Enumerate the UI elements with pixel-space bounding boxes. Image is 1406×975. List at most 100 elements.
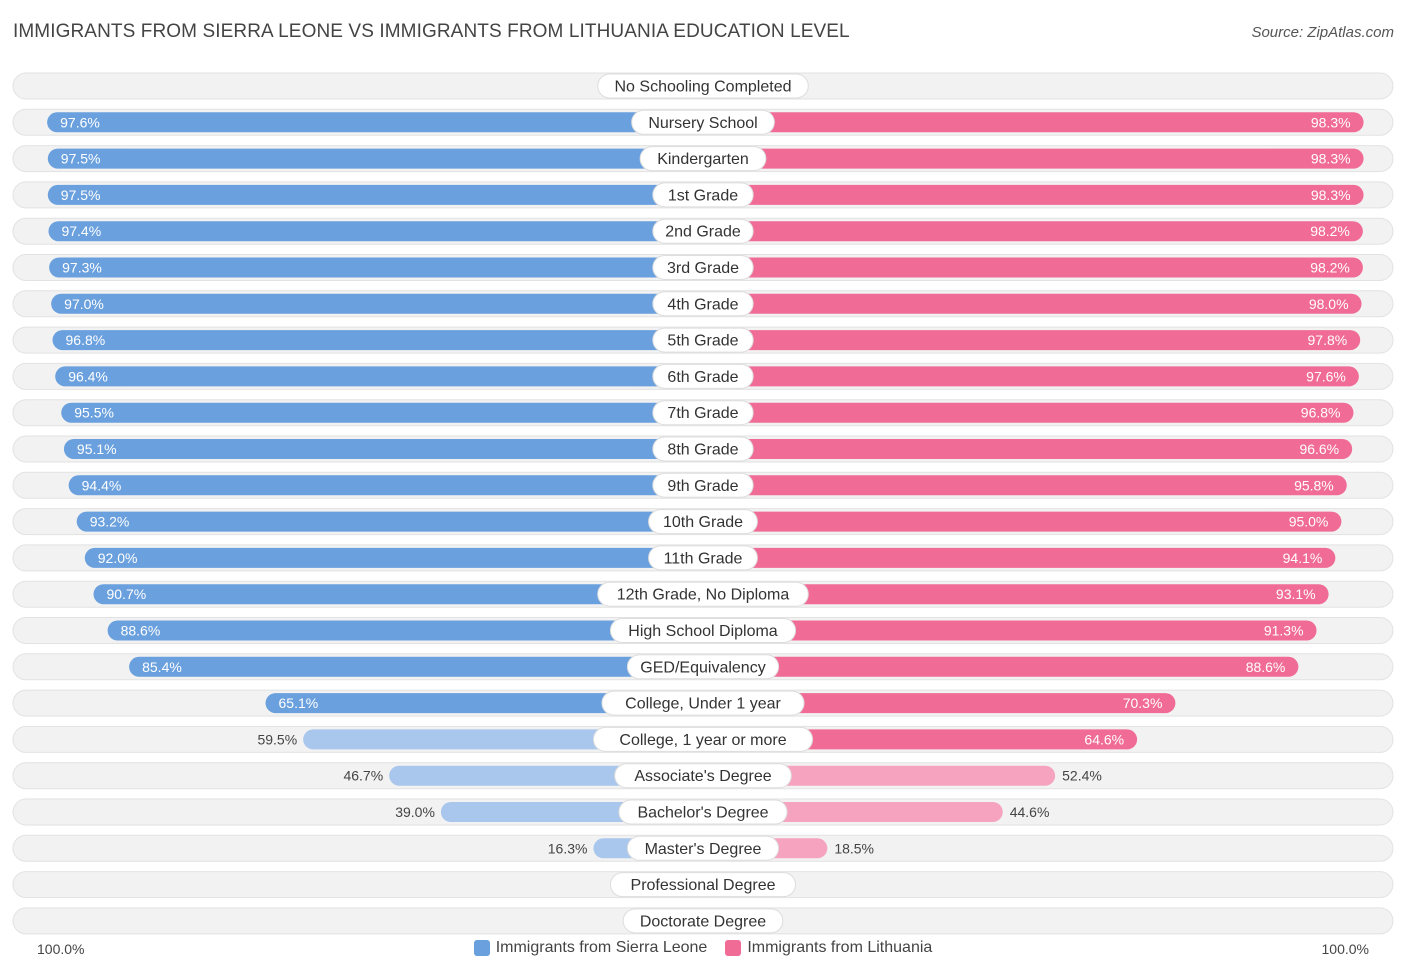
- category-label-pill: [652, 291, 754, 317]
- chart-row: 90.7% 93.1% 12th Grade, No Diploma: [12, 580, 1394, 608]
- category-label-pill: [597, 581, 809, 607]
- bar-lithuania: [703, 148, 1364, 169]
- bar-lithuania: [703, 765, 1056, 786]
- bar-lithuania: [703, 293, 1362, 314]
- value-label-lithuania: 96.6%: [1299, 441, 1339, 457]
- bar-sierra-leone: [47, 112, 704, 133]
- category-label: 6th Grade: [667, 369, 738, 386]
- legend-label-lithuania: Immigrants from Lithuania: [747, 939, 933, 956]
- category-label: Master's Degree: [645, 841, 762, 858]
- category-label: Professional Degree: [631, 877, 776, 894]
- category-label-pill: [614, 763, 792, 789]
- chart-row: 93.2% 95.0% 10th Grade: [12, 508, 1394, 536]
- value-label-lithuania: 64.6%: [1084, 731, 1124, 747]
- chart-row: 2.5%1.7%No Schooling Completed: [12, 72, 1394, 100]
- chart-row: 65.1% 70.3% College, Under 1 year: [12, 689, 1394, 717]
- category-label: 4th Grade: [667, 296, 738, 313]
- value-label-lithuania: 70.3%: [1123, 695, 1163, 711]
- bar-sierra-leone: [52, 330, 703, 351]
- category-label-pill: [648, 509, 758, 535]
- category-label: Kindergarten: [657, 151, 749, 168]
- chart-row: 97.4% 98.2% 2nd Grade: [12, 217, 1394, 245]
- chart-row: 46.7% 52.4% Associate's Degree: [12, 762, 1394, 790]
- bar-lithuania: [703, 184, 1364, 205]
- chart-row: 97.6% 98.3% Nursery School: [12, 108, 1394, 136]
- value-label-sierra-leone: 97.0%: [64, 296, 104, 312]
- chart-row: 97.5% 98.3% Kindergarten: [12, 145, 1394, 173]
- value-label-lithuania: 98.2%: [1310, 260, 1350, 276]
- chart-row: 95.5% 96.8% 7th Grade: [12, 399, 1394, 427]
- value-label-sierra-leone: 88.6%: [121, 623, 161, 639]
- category-label-pill: [652, 218, 754, 244]
- category-label-pill: [652, 182, 754, 208]
- value-label-lithuania: 95.0%: [1289, 514, 1329, 530]
- category-label: 7th Grade: [667, 405, 738, 422]
- legend-item-lithuania[interactable]: Immigrants from Lithuania: [725, 939, 932, 957]
- chart-row: 94.4% 95.8% 9th Grade: [12, 471, 1394, 499]
- bar-sierra-leone: [265, 693, 703, 714]
- value-label-sierra-leone: 97.5%: [61, 187, 101, 203]
- category-label: 2nd Grade: [665, 224, 741, 241]
- bar-sierra-leone: [47, 184, 704, 205]
- chart-row: 39.0% 44.6% Bachelor's Degree: [12, 798, 1394, 826]
- bar-sierra-leone: [51, 293, 704, 314]
- value-label-lithuania: 91.3%: [1264, 623, 1304, 639]
- bar-lithuania: [703, 547, 1336, 568]
- bar-lithuania: [703, 693, 1176, 714]
- category-label: Doctorate Degree: [640, 913, 766, 930]
- legend-item-sierra-leone[interactable]: Immigrants from Sierra Leone: [473, 939, 707, 957]
- category-label: College, 1 year or more: [619, 732, 786, 749]
- category-label-pill: [609, 618, 797, 643]
- category-label-pill: [626, 654, 780, 680]
- bar-sierra-leone: [61, 402, 704, 423]
- value-label-sierra-leone: 59.5%: [257, 731, 297, 747]
- category-label-pill: [601, 690, 805, 716]
- category-label-pill: [592, 726, 814, 752]
- value-label-sierra-leone: 97.5%: [61, 151, 101, 167]
- value-label-lithuania: 98.2%: [1310, 223, 1350, 239]
- value-label-lithuania: 95.8%: [1294, 477, 1334, 493]
- category-label: 12th Grade, No Diploma: [617, 587, 790, 604]
- legend: Immigrants from Sierra Leone Immigrants …: [0, 939, 1406, 957]
- value-label-sierra-leone: 96.4%: [68, 368, 108, 384]
- category-label: 9th Grade: [667, 478, 738, 495]
- category-label: 5th Grade: [667, 333, 738, 350]
- value-label-lithuania: 98.3%: [1311, 114, 1351, 130]
- category-label-pill: [622, 908, 784, 934]
- value-label-lithuania: 88.6%: [1246, 659, 1286, 675]
- value-label-lithuania: 93.1%: [1276, 586, 1316, 602]
- chart-title: IMMIGRANTS FROM SIERRA LEONE VS IMMIGRAN…: [13, 21, 850, 42]
- category-label: 8th Grade: [667, 442, 738, 459]
- bar-lithuania: [703, 584, 1329, 605]
- chart-row: 92.0% 94.1% 11th Grade: [12, 544, 1394, 572]
- bar-lithuania: [703, 439, 1353, 459]
- category-label: 10th Grade: [663, 514, 743, 531]
- category-label-pill: [618, 799, 788, 825]
- category-label: 11th Grade: [664, 550, 743, 567]
- chart-row: 85.4% 88.6% GED/Equivalency: [12, 653, 1394, 681]
- category-label-pill: [652, 436, 754, 462]
- bar-lithuania: [703, 656, 1299, 677]
- bar-lithuania: [703, 112, 1364, 133]
- bar-sierra-leone: [93, 584, 704, 605]
- axis-right-label: 100.0%: [1321, 941, 1369, 957]
- category-label: Bachelor's Degree: [637, 805, 768, 822]
- chart-row: 2.0%2.2%Doctorate Degree: [12, 907, 1394, 935]
- bar-lithuania: [703, 402, 1354, 423]
- category-label-pill: [652, 327, 754, 353]
- value-label-lithuania: 96.8%: [1301, 405, 1341, 421]
- value-label-lithuania: 98.0%: [1309, 296, 1349, 312]
- bar-lithuania: [703, 366, 1359, 387]
- value-label-sierra-leone: 97.6%: [60, 114, 100, 130]
- value-label-lithuania: 18.5%: [834, 840, 874, 856]
- chart-row: 95.1% 96.6% 8th Grade: [12, 435, 1394, 463]
- category-label: Nursery School: [648, 115, 757, 132]
- value-label-sierra-leone: 46.7%: [343, 768, 383, 784]
- value-label-sierra-leone: 65.1%: [279, 695, 319, 711]
- value-label-sierra-leone: 96.8%: [66, 332, 106, 348]
- value-label-sierra-leone: 97.3%: [62, 260, 102, 276]
- value-label-sierra-leone: 93.2%: [90, 514, 130, 530]
- legend-swatch-lithuania: [725, 940, 742, 956]
- bar-sierra-leone: [49, 257, 704, 278]
- category-label: GED/Equivalency: [640, 659, 765, 676]
